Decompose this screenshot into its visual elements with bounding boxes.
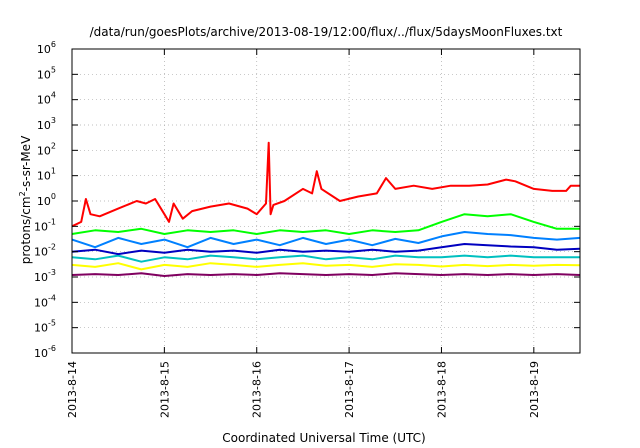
y-tick-label: 106 bbox=[37, 40, 56, 56]
y-tick-label: 10-4 bbox=[34, 293, 56, 309]
y-tick-label: 103 bbox=[37, 116, 56, 132]
series-line-2 bbox=[71, 262, 581, 271]
y-tick-label: 10-6 bbox=[34, 344, 56, 360]
series-group bbox=[71, 141, 581, 277]
grid bbox=[72, 49, 580, 353]
x-tick-label: 2013-8-14 bbox=[66, 361, 79, 418]
y-tick-base: 10 bbox=[37, 94, 51, 107]
y-tick-exp: 5 bbox=[51, 65, 56, 74]
y-tick-label: 102 bbox=[37, 141, 56, 157]
y-tick-label: 10-3 bbox=[34, 268, 56, 284]
y-axis-label-post: -s-sr-MeV bbox=[19, 135, 33, 191]
y-tick-base: 10 bbox=[34, 322, 48, 335]
y-tick-label: 100 bbox=[37, 192, 56, 208]
y-tick-label: 104 bbox=[37, 91, 56, 107]
y-tick-label: 105 bbox=[37, 65, 56, 81]
series-line-1 bbox=[71, 272, 581, 277]
series-line-5 bbox=[71, 231, 581, 249]
y-tick-exp: 6 bbox=[51, 40, 56, 49]
y-tick-exp: -1 bbox=[48, 217, 56, 226]
y-tick-labels: 10-610-510-410-310-210-11001011021031041… bbox=[34, 40, 56, 360]
y-tick-base: 10 bbox=[34, 271, 48, 284]
y-tick-exp: -3 bbox=[48, 268, 56, 277]
y-tick-base: 10 bbox=[37, 119, 51, 132]
y-tick-exp: -4 bbox=[48, 293, 56, 302]
x-tick-label: 2013-8-15 bbox=[158, 361, 171, 418]
y-tick-base: 10 bbox=[34, 347, 48, 360]
chart-title: /data/run/goesPlots/archive/2013-08-19/1… bbox=[90, 25, 563, 39]
y-tick-base: 10 bbox=[37, 144, 51, 157]
y-tick-base: 10 bbox=[34, 220, 48, 233]
y-tick-exp: 4 bbox=[51, 91, 56, 100]
y-tick-exp: 3 bbox=[51, 116, 56, 125]
y-tick-exp: 1 bbox=[51, 167, 56, 176]
y-tick-exp: 0 bbox=[51, 192, 56, 201]
series-line-6 bbox=[71, 213, 580, 235]
series-line-3 bbox=[71, 254, 580, 263]
y-tick-exp: -6 bbox=[48, 344, 56, 353]
y-tick-exp: -2 bbox=[48, 243, 56, 252]
series-line-4 bbox=[71, 243, 581, 256]
x-tick-label: 2013-8-16 bbox=[251, 361, 264, 418]
x-tick-label: 2013-8-19 bbox=[528, 361, 541, 418]
y-tick-base: 10 bbox=[37, 43, 51, 56]
y-tick-base: 10 bbox=[37, 68, 51, 81]
x-tick-label: 2013-8-17 bbox=[343, 361, 356, 418]
ticks bbox=[71, 48, 580, 354]
y-tick-exp: 2 bbox=[51, 141, 56, 150]
series-line-7 bbox=[71, 141, 580, 228]
y-tick-label: 10-1 bbox=[34, 217, 56, 233]
y-tick-exp: -5 bbox=[48, 319, 56, 328]
x-tick-labels: 2013-8-14 2013-8-15 2013-8-16 2013-8-17 2013… bbox=[66, 361, 541, 418]
y-axis-label: protons/cm2-s-sr-MeV bbox=[18, 135, 33, 264]
y-tick-base: 10 bbox=[37, 170, 51, 183]
y-tick-label: 10-2 bbox=[34, 243, 56, 259]
y-tick-base: 10 bbox=[34, 246, 48, 259]
y-axis-label-sup: 2 bbox=[18, 191, 27, 196]
x-tick-label: 2013-8-18 bbox=[435, 361, 448, 418]
y-tick-label: 101 bbox=[37, 167, 56, 183]
y-axis-label-pre: protons/cm bbox=[19, 196, 33, 264]
x-axis-label: Coordinated Universal Time (UTC) bbox=[222, 431, 425, 445]
y-tick-base: 10 bbox=[34, 296, 48, 309]
y-tick-label: 10-5 bbox=[34, 319, 56, 335]
y-tick-base: 10 bbox=[37, 195, 51, 208]
